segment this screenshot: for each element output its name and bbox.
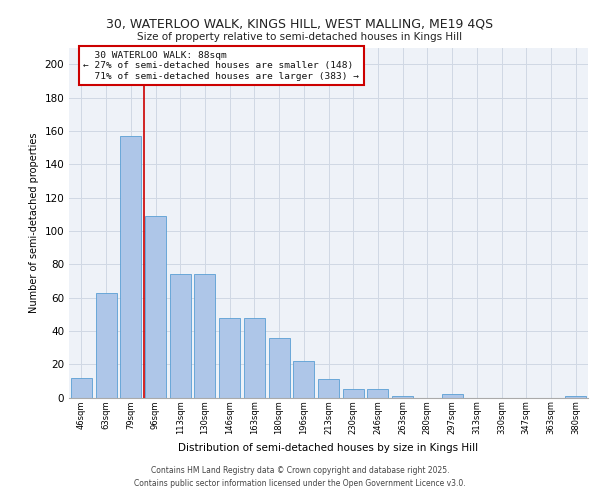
Text: 30, WATERLOO WALK, KINGS HILL, WEST MALLING, ME19 4QS: 30, WATERLOO WALK, KINGS HILL, WEST MALL… — [106, 18, 494, 30]
Bar — [244, 318, 265, 398]
Bar — [145, 216, 166, 398]
Bar — [95, 292, 116, 398]
Text: Contains HM Land Registry data © Crown copyright and database right 2025.
Contai: Contains HM Land Registry data © Crown c… — [134, 466, 466, 487]
Bar — [392, 396, 413, 398]
Text: Size of property relative to semi-detached houses in Kings Hill: Size of property relative to semi-detach… — [137, 32, 463, 42]
Bar — [269, 338, 290, 398]
Bar — [565, 396, 586, 398]
Text: 30 WATERLOO WALK: 88sqm
← 27% of semi-detached houses are smaller (148)
  71% of: 30 WATERLOO WALK: 88sqm ← 27% of semi-de… — [83, 51, 359, 80]
Y-axis label: Number of semi-detached properties: Number of semi-detached properties — [29, 132, 39, 313]
Bar — [170, 274, 191, 398]
Bar — [71, 378, 92, 398]
X-axis label: Distribution of semi-detached houses by size in Kings Hill: Distribution of semi-detached houses by … — [178, 442, 479, 452]
Bar — [120, 136, 141, 398]
Bar — [293, 361, 314, 398]
Bar — [343, 389, 364, 398]
Bar — [194, 274, 215, 398]
Bar — [318, 379, 339, 398]
Bar — [442, 394, 463, 398]
Bar — [219, 318, 240, 398]
Bar — [367, 389, 388, 398]
